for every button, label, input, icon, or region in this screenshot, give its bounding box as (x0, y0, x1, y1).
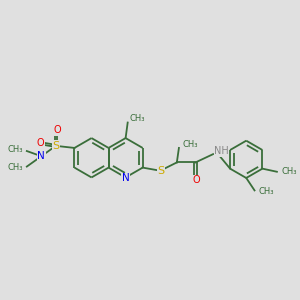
Text: CH₃: CH₃ (259, 187, 274, 196)
Text: NH: NH (214, 146, 229, 156)
Text: CH₃: CH₃ (7, 146, 23, 154)
Text: S: S (52, 141, 59, 151)
Text: CH₃: CH₃ (130, 114, 145, 123)
Text: O: O (193, 175, 200, 185)
Text: CH₃: CH₃ (182, 140, 197, 149)
Text: O: O (37, 138, 44, 148)
Text: CH₃: CH₃ (281, 167, 296, 176)
Text: N: N (122, 173, 130, 184)
Text: O: O (53, 125, 61, 135)
Text: S: S (158, 166, 165, 176)
Text: CH₃: CH₃ (7, 163, 23, 172)
Text: N: N (38, 151, 45, 161)
